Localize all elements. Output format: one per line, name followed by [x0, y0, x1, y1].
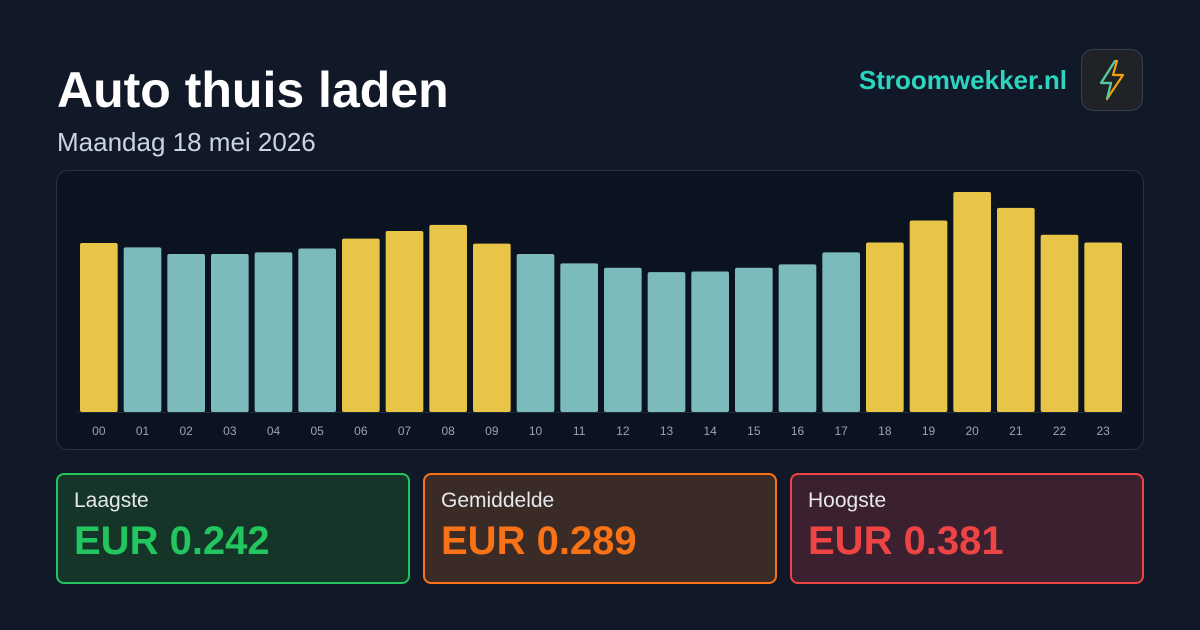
bar-hour-06: [342, 238, 380, 412]
x-tick-label-00: 00: [92, 424, 106, 438]
x-tick-label-06: 06: [354, 424, 368, 438]
highest-price-value: EUR 0.381: [808, 519, 1004, 563]
x-tick-label-18: 18: [878, 424, 892, 438]
highest-price-card: Hoogste EUR 0.381: [790, 473, 1144, 584]
bar-hour-08: [429, 224, 467, 412]
x-tick-label-02: 02: [179, 424, 193, 438]
x-tick-label-22: 22: [1053, 424, 1067, 438]
x-tick-label-19: 19: [922, 424, 936, 438]
x-tick-label-13: 13: [660, 424, 674, 438]
x-tick-label-03: 03: [223, 424, 237, 438]
x-tick-label-05: 05: [310, 424, 324, 438]
average-price-card: Gemiddelde EUR 0.289: [423, 473, 777, 584]
bar-hour-12: [604, 267, 642, 412]
bar-hour-22: [1040, 234, 1079, 412]
bar-hour-17: [822, 252, 860, 412]
x-tick-label-15: 15: [747, 424, 761, 438]
x-tick-label-23: 23: [1096, 424, 1110, 438]
average-price-label: Gemiddelde: [441, 489, 555, 512]
lowest-price-value: EUR 0.242: [74, 519, 270, 563]
x-tick-label-16: 16: [791, 424, 805, 438]
bar-hour-04: [254, 252, 293, 412]
bar-hour-05: [298, 248, 336, 412]
x-tick-label-20: 20: [965, 424, 979, 438]
x-tick-label-08: 08: [441, 424, 455, 438]
bar-hour-14: [691, 271, 729, 412]
lowest-price-card: Laagste EUR 0.242: [56, 473, 410, 584]
bar-hour-10: [516, 254, 555, 412]
x-tick-label-04: 04: [267, 424, 281, 438]
bar-hour-02: [167, 254, 205, 412]
x-tick-label-11: 11: [573, 424, 586, 438]
x-tick-label-10: 10: [529, 424, 543, 438]
x-tick-label-01: 01: [136, 424, 150, 438]
page-title: Auto thuis laden: [57, 62, 449, 118]
lowest-price-label: Laagste: [74, 489, 149, 512]
price-chart-panel: 00 01 02 03 04 05 06 07 08 09 10 11 12 13 14 15 16 17 18 19…: [56, 170, 1144, 450]
x-tick-label-21: 21: [1009, 424, 1023, 438]
lightning-bolt-icon: [1081, 49, 1143, 111]
bar-hour-16: [778, 264, 817, 412]
x-tick-label-14: 14: [703, 424, 717, 438]
bar-hour-07: [385, 230, 424, 412]
bar-hour-01: [123, 247, 162, 412]
bar-hour-20: [953, 192, 991, 412]
bar-hour-18: [866, 242, 904, 412]
bar-hour-23: [1084, 242, 1122, 412]
hourly-price-bar-chart: 00 01 02 03 04 05 06 07 08 09 10 11 12 13 14 15 16 17 18 19…: [77, 192, 1125, 438]
highest-price-label: Hoogste: [808, 489, 887, 512]
bar-hour-13: [647, 272, 686, 412]
bar-hour-21: [997, 207, 1035, 412]
bar-hour-19: [909, 220, 948, 412]
bar-hour-15: [735, 267, 773, 412]
average-price-value: EUR 0.289: [441, 519, 637, 563]
brand-name: Stroomwekker.nl: [858, 64, 1067, 95]
bar-hour-11: [560, 263, 598, 412]
bar-hour-00: [80, 243, 118, 412]
x-tick-label-12: 12: [616, 424, 630, 438]
bar-hour-03: [211, 254, 249, 412]
page-subtitle-date: Maandag 18 mei 2026: [57, 127, 316, 157]
x-tick-label-09: 09: [485, 424, 499, 438]
x-tick-label-17: 17: [834, 424, 848, 438]
x-tick-label-07: 07: [398, 424, 412, 438]
brand: Stroomwekker.nl: [859, 48, 1143, 112]
bar-hour-09: [473, 243, 511, 412]
